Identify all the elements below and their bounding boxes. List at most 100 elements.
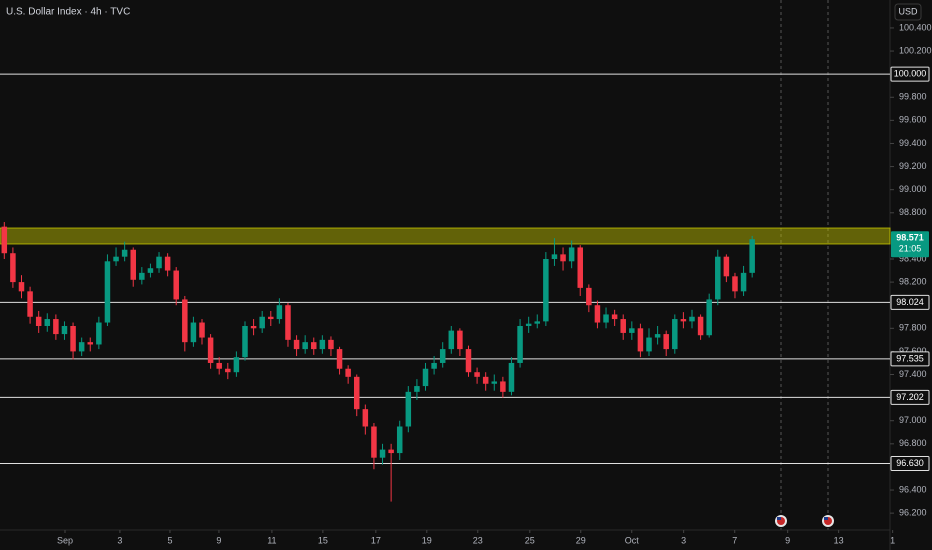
candle-body (414, 386, 420, 392)
candle-body (491, 381, 498, 384)
candle-body (405, 391, 412, 427)
candle-body (242, 325, 248, 358)
candle-body (474, 372, 480, 377)
candle-body (216, 362, 222, 369)
y-tick-label: 97.800 (899, 323, 927, 333)
candle-body (457, 330, 463, 350)
candle-body (388, 449, 394, 454)
candle-body (87, 342, 94, 345)
candle-body (61, 325, 68, 335)
x-tick-label: 5 (167, 535, 172, 545)
candle-body (706, 299, 712, 336)
y-tick-label: 97.600 (899, 346, 927, 356)
candle-body (328, 339, 334, 350)
candle-body (27, 291, 33, 317)
x-tick-label: 7 (732, 535, 737, 545)
candle-body (53, 319, 59, 335)
candle-body (534, 321, 541, 324)
candle-body (362, 409, 369, 427)
candle-body (611, 314, 618, 320)
candle-body (697, 316, 704, 336)
candle-body (164, 256, 171, 271)
y-tick-label: 100.400 (899, 22, 932, 32)
candle-body (379, 449, 386, 458)
candle-body (302, 342, 308, 350)
candle-body (603, 314, 609, 323)
candle-body (577, 247, 583, 288)
y-tick-label: 97.000 (899, 415, 927, 425)
y-tick-label: 96.200 (899, 508, 927, 518)
candle-body (70, 325, 76, 352)
candle-body (250, 325, 257, 329)
chart-title: U.S. Dollar Index · 4h · TVC (6, 7, 130, 18)
candle-body (78, 342, 85, 352)
candle-body (654, 334, 661, 338)
y-tick-label: 99.200 (899, 161, 927, 171)
candle-body (560, 254, 566, 262)
candle-body (439, 349, 446, 363)
candle-body (147, 268, 154, 273)
candle-body (586, 287, 592, 306)
candle-body (18, 282, 25, 292)
candle-body (371, 426, 377, 458)
last-price: 98.571 (896, 233, 924, 243)
level-label-box (890, 66, 930, 82)
candle-body (104, 261, 111, 323)
candle-body (465, 349, 472, 373)
candle-body (130, 249, 136, 280)
x-tick-label: 13 (834, 535, 844, 545)
level-label: 100.000 (894, 69, 927, 79)
candle-body (431, 362, 437, 369)
level-label: 98.024 (896, 297, 924, 307)
x-tick-label: Sep (57, 535, 73, 545)
candle-body (139, 272, 145, 280)
level-label-box (890, 389, 930, 405)
candle-body (715, 256, 721, 300)
currency[interactable]: USD (898, 6, 918, 16)
level-label: 97.535 (896, 353, 924, 363)
candle-body (10, 253, 16, 283)
candle-body (182, 299, 188, 343)
y-tick-label: 98.400 (899, 253, 927, 263)
y-tick-label: 96.800 (899, 438, 927, 448)
candle-body (740, 272, 747, 292)
candle-body (637, 328, 644, 352)
candle-body (525, 323, 532, 326)
candle-body (336, 349, 343, 369)
x-tick-label: Oct (625, 535, 640, 545)
candle-body (285, 305, 291, 340)
candle-body (594, 305, 601, 323)
candle-body (225, 368, 231, 373)
candle-body (293, 339, 300, 350)
currency-box[interactable] (894, 3, 922, 21)
y-tick-label: 99.400 (899, 138, 927, 148)
x-tick-label: 17 (371, 535, 381, 545)
x-tick-label: 15 (318, 535, 328, 545)
candle-body (353, 376, 360, 410)
candle-body (233, 357, 240, 373)
event-icon (822, 515, 834, 527)
candle-body (207, 337, 214, 363)
level-label-box (890, 455, 930, 471)
candle-body (680, 319, 687, 322)
level-label-box (890, 294, 930, 310)
x-tick-label: 1 (890, 535, 895, 545)
x-tick-label: 25 (525, 535, 535, 545)
candle-body (44, 319, 51, 326)
x-tick-label: 3 (117, 535, 122, 545)
candle-body (663, 334, 669, 350)
candle-body (543, 258, 549, 322)
candle-body (190, 322, 197, 343)
y-tick-label: 99.800 (899, 92, 927, 102)
x-tick-label: 29 (576, 535, 586, 545)
event-icon (775, 515, 787, 527)
y-tick-label: 99.000 (899, 184, 927, 194)
candle-body (672, 319, 678, 350)
candle-body (396, 426, 403, 454)
resistance-zone (0, 227, 891, 245)
candle-body (311, 342, 317, 350)
candle-body (121, 249, 128, 257)
countdown: 21:05 (899, 244, 922, 254)
level-label: 96.630 (896, 458, 924, 468)
